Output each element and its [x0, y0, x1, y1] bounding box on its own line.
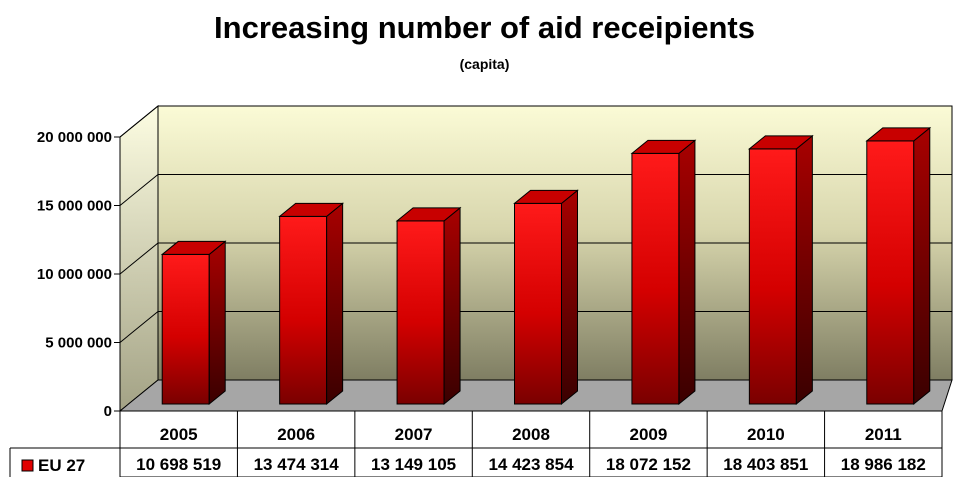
data-value-label: 18 072 152	[606, 455, 691, 474]
legend-swatch	[21, 459, 34, 472]
bar-front	[866, 140, 915, 405]
legend-label: EU 27	[38, 456, 85, 475]
data-value-label: 18 986 182	[841, 455, 926, 474]
bar-side	[561, 189, 578, 406]
x-category-label: 2009	[630, 425, 668, 444]
bar-top	[630, 139, 697, 154]
bar	[630, 139, 697, 406]
x-category-label: 2007	[395, 425, 433, 444]
chart-subtitle: (capita)	[459, 56, 510, 72]
y-tick-label: 10 000 000	[37, 266, 112, 283]
gridline	[119, 105, 952, 138]
y-tick-label: 20 000 000	[37, 129, 112, 146]
bar-top	[513, 189, 579, 204]
bar-front	[748, 148, 797, 405]
bar	[278, 202, 345, 406]
bar-front	[514, 202, 562, 405]
bar	[395, 206, 462, 406]
bar-top	[865, 127, 932, 142]
bar-front	[161, 253, 210, 405]
bar-side	[443, 206, 461, 406]
bar-side	[913, 126, 931, 406]
x-category-label: 2005	[160, 425, 198, 444]
bar-front	[631, 152, 680, 405]
bar-front	[396, 220, 445, 405]
bar-front	[279, 215, 328, 405]
bar-side	[208, 240, 226, 406]
bar-side	[678, 139, 696, 406]
bar	[747, 134, 814, 406]
x-category-label: 2010	[747, 425, 785, 444]
y-tick-label: 15 000 000	[37, 198, 112, 215]
bar	[160, 240, 227, 406]
bar-side	[795, 134, 813, 406]
x-category-label: 2008	[512, 425, 550, 444]
data-value-label: 14 423 854	[488, 455, 574, 474]
data-value-label: 10 698 519	[136, 455, 221, 474]
data-value-label: 13 149 105	[371, 455, 456, 474]
bar-side	[326, 202, 344, 406]
bar	[865, 126, 932, 406]
bar-top	[278, 202, 345, 217]
bar	[513, 189, 579, 406]
y-tick-label: 5 000 000	[45, 335, 112, 352]
x-category-label: 2006	[277, 425, 315, 444]
bar-top	[395, 207, 462, 222]
chart-title: Increasing number of aid receipients	[214, 10, 755, 45]
x-category-label: 2011	[865, 425, 902, 444]
data-value-label: 18 403 851	[723, 455, 808, 474]
bar-top	[160, 240, 227, 255]
y-tick-label: 0	[104, 403, 112, 420]
data-value-label: 13 474 314	[254, 455, 340, 474]
bar-top	[747, 135, 814, 150]
